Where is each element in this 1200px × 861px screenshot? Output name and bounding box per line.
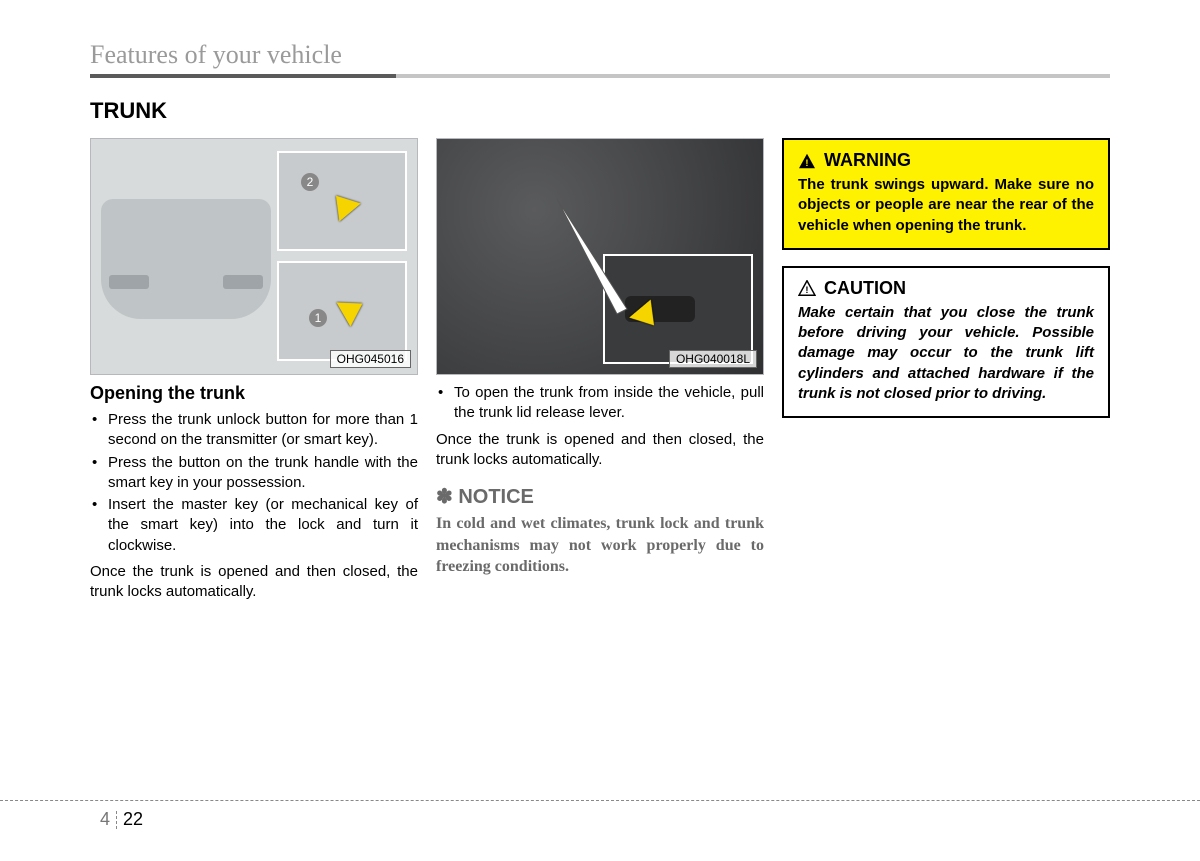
page-footer: 4 22 xyxy=(0,800,1200,801)
column-1: 2 1 OHG045016 Opening the trunk Press th… xyxy=(90,138,418,602)
content-columns: 2 1 OHG045016 Opening the trunk Press th… xyxy=(90,138,1110,602)
chapter-number: 4 xyxy=(100,809,110,830)
figure-label: OHG045016 xyxy=(330,350,411,368)
car-rear-illustration xyxy=(101,199,271,319)
figure-trunk-exterior: 2 1 OHG045016 xyxy=(90,138,418,375)
svg-text:!: ! xyxy=(805,158,808,169)
callout-1: 1 xyxy=(309,309,327,327)
list-item: To open the trunk from inside the vehicl… xyxy=(436,383,764,424)
taillight-icon xyxy=(223,275,263,289)
figure-trunk-interior-lever: OHG040018L xyxy=(436,138,764,375)
arrow-icon xyxy=(336,291,369,326)
pointer-line-icon xyxy=(557,199,657,319)
body-text: Once the trunk is opened and then closed… xyxy=(90,562,418,603)
inset-key-lock: 1 xyxy=(277,261,407,361)
section-heading: TRUNK xyxy=(90,98,1110,124)
warning-title-row: ! WARNING xyxy=(798,150,1094,171)
caution-title-text: CAUTION xyxy=(824,278,906,299)
title-rule xyxy=(90,74,1110,78)
manual-page: Features of your vehicle TRUNK 2 1 OHG04… xyxy=(0,0,1200,602)
warning-triangle-icon: ! xyxy=(798,153,816,169)
page-number: 4 22 xyxy=(100,809,143,830)
notice-text: In cold and wet climates, trunk lock and… xyxy=(436,513,764,578)
caution-title-row: ! CAUTION xyxy=(798,278,1094,299)
caution-box: ! CAUTION Make certain that you close th… xyxy=(782,266,1110,418)
taillight-icon xyxy=(109,275,149,289)
notice-heading: NOTICE xyxy=(436,484,764,509)
bullet-list: Press the trunk unlock button for more t… xyxy=(90,410,418,556)
caution-body: Make certain that you close the trunk be… xyxy=(798,303,1094,404)
body-text: Once the trunk is opened and then closed… xyxy=(436,430,764,471)
chapter-title: Features of your vehicle xyxy=(90,40,1110,70)
page-index: 22 xyxy=(123,809,143,830)
page-number-separator xyxy=(116,811,117,829)
column-2: OHG040018L To open the trunk from inside… xyxy=(436,138,764,602)
column-3: ! WARNING The trunk swings upward. Make … xyxy=(782,138,1110,602)
figure-label: OHG040018L xyxy=(669,350,757,368)
warning-box: ! WARNING The trunk swings upward. Make … xyxy=(782,138,1110,250)
svg-text:!: ! xyxy=(805,285,808,296)
callout-2: 2 xyxy=(301,173,319,191)
arrow-icon xyxy=(325,187,361,222)
list-item: Press the button on the trunk handle wit… xyxy=(90,453,418,494)
inset-handle-button: 2 xyxy=(277,151,407,251)
caution-triangle-icon: ! xyxy=(798,280,816,296)
subheading-opening-trunk: Opening the trunk xyxy=(90,383,418,404)
list-item: Press the trunk unlock button for more t… xyxy=(90,410,418,451)
list-item: Insert the master key (or mechanical key… xyxy=(90,495,418,556)
warning-body: The trunk swings upward. Make sure no ob… xyxy=(798,175,1094,236)
bullet-list: To open the trunk from inside the vehicl… xyxy=(436,383,764,424)
warning-title-text: WARNING xyxy=(824,150,911,171)
